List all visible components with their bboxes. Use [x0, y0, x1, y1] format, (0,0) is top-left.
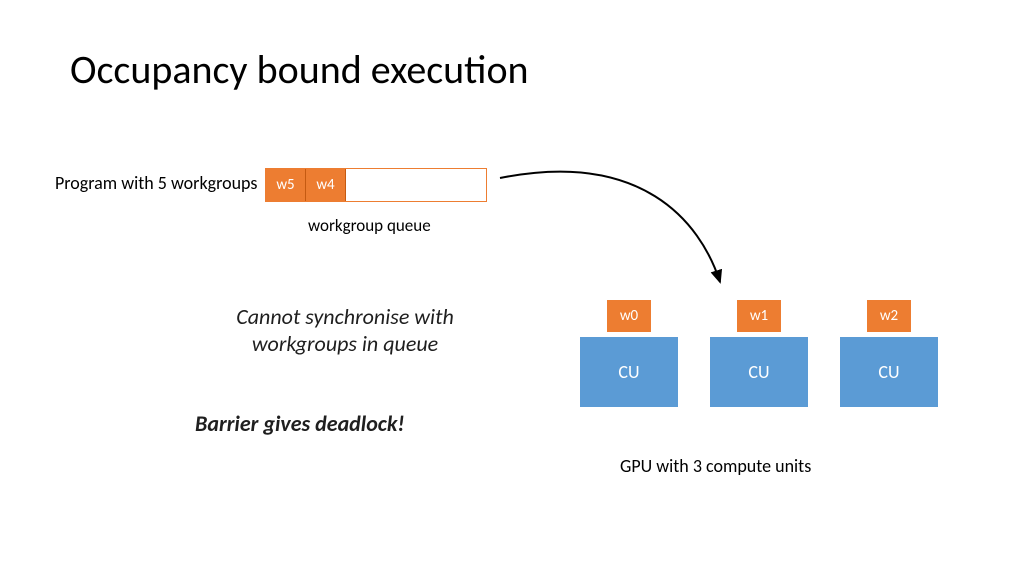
arrow-icon	[0, 0, 1024, 576]
